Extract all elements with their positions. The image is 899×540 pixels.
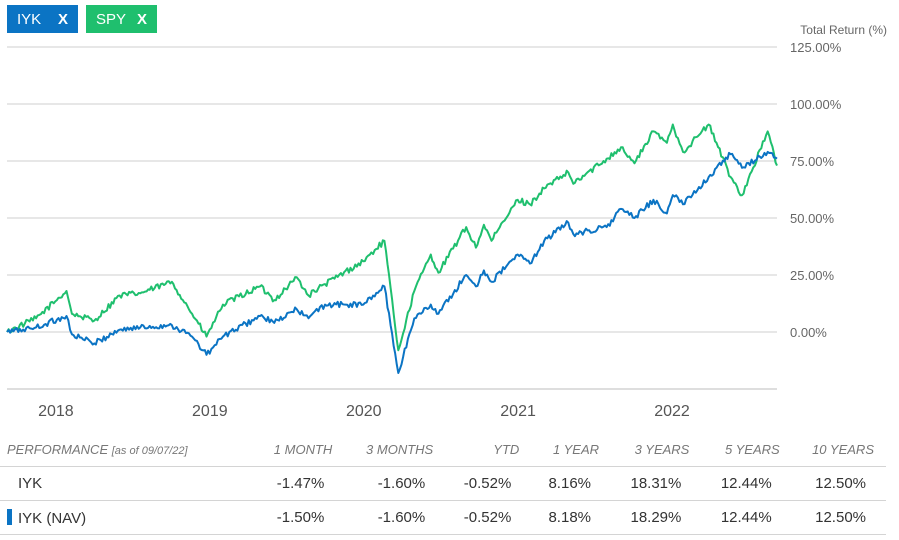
nav-marker-icon <box>7 508 12 525</box>
col-header-10-years: 10 YEARS <box>812 441 874 457</box>
x-tick-label: 2020 <box>346 403 382 420</box>
cell-3-months: -1.60% <box>344 466 446 501</box>
col-header-1-year: 1 YEAR <box>553 441 600 457</box>
performance-title: PERFORMANCE <box>7 441 109 457</box>
col-header-ytd: YTD <box>493 441 520 457</box>
cell-1-year: 8.18% <box>531 500 612 535</box>
performance-table: PERFORMANCE [as of 09/07/22] 1 MONTH 3 M… <box>0 432 886 535</box>
col-header-3-years: 3 YEARS <box>634 441 690 457</box>
y-tick-label: 125.00% <box>790 40 842 55</box>
x-tick-label: 2022 <box>654 403 690 420</box>
cell-3-years: 18.31% <box>611 466 702 501</box>
cell-1-year: 8.16% <box>531 466 612 501</box>
series-line-iyk <box>6 150 778 374</box>
cell-5-years: 12.44% <box>701 500 792 535</box>
x-tick-label: 2018 <box>38 403 74 420</box>
y-tick-label: 100.00% <box>790 97 842 112</box>
cell-10-years: 12.50% <box>791 466 886 501</box>
ticker-chip-label: IYK <box>17 10 42 28</box>
col-header-1-month: 1 MONTH <box>273 441 333 457</box>
cell-5-years: 12.44% <box>701 466 792 501</box>
remove-spy-close-icon[interactable]: X <box>136 10 147 28</box>
cell-3-months: -1.60% <box>344 500 446 535</box>
y-tick-label: 75.00% <box>790 154 835 169</box>
y-tick-label: 0.00% <box>790 325 827 340</box>
cell-10-years: 12.50% <box>791 500 886 535</box>
ticker-chip-iyk[interactable]: IYK X <box>7 5 78 33</box>
ticker-chip-label: SPY <box>96 10 127 28</box>
as-of-date: [as of 09/07/22] <box>111 444 188 457</box>
remove-iyk-close-icon[interactable]: X <box>57 10 68 28</box>
cell-ytd: -0.52% <box>445 500 532 535</box>
x-tick-label: 2021 <box>500 403 536 420</box>
performance-header-row: PERFORMANCE [as of 09/07/22] 1 MONTH 3 M… <box>0 432 886 467</box>
col-header-5-years: 5 YEARS <box>725 441 780 457</box>
table-row: IYK (NAV) -1.50% -1.60% -0.52% 8.18% 18.… <box>0 500 886 535</box>
cell-1-month: -1.50% <box>254 500 345 535</box>
x-tick-label: 2019 <box>192 403 228 420</box>
cell-1-month: -1.47% <box>254 466 345 501</box>
cell-3-years: 18.29% <box>611 500 702 535</box>
performance-header-label: PERFORMANCE [as of 09/07/22] <box>0 432 254 467</box>
ticker-chip-spy[interactable]: SPY X <box>86 5 157 33</box>
total-return-chart: 125.00% 100.00% 75.00% 50.00% 25.00% 0.00% 201… <box>6 23 887 420</box>
table-row: IYK -1.47% -1.60% -0.52% 8.16% 18.31% 12… <box>0 466 886 501</box>
row-name: IYK <box>0 466 255 501</box>
series-line-spy <box>6 123 778 352</box>
y-tick-label: 25.00% <box>790 268 835 283</box>
col-header-3-months: 3 MONTHS <box>366 441 434 457</box>
cell-ytd: -0.52% <box>445 466 532 501</box>
row-name-cell: IYK (NAV) <box>0 500 255 535</box>
y-axis-title: Total Return (%) <box>800 23 887 37</box>
y-tick-label: 50.00% <box>790 211 835 226</box>
row-name: IYK (NAV) <box>18 509 87 527</box>
